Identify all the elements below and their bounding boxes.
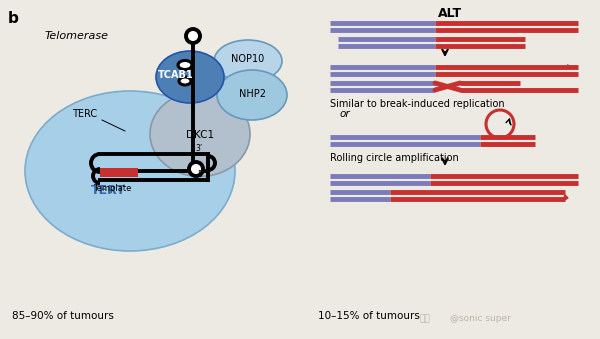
Text: TCAB1: TCAB1 [158,70,194,80]
Text: 5’: 5’ [197,170,204,179]
Text: b: b [8,11,19,26]
Text: NHP2: NHP2 [239,89,265,99]
Ellipse shape [214,40,282,82]
Bar [100,168,138,177]
Text: 知乎: 知乎 [420,314,431,323]
Text: 3’: 3’ [195,144,202,153]
Text: @sonic super: @sonic super [450,314,511,323]
Polygon shape [563,195,568,201]
Text: Rolling circle amplification: Rolling circle amplification [330,153,459,163]
Text: DKC1: DKC1 [186,130,214,140]
Circle shape [189,162,203,176]
Circle shape [186,29,200,43]
Ellipse shape [178,60,192,69]
Text: Telomerase: Telomerase [45,31,109,41]
Text: Template: Template [93,184,131,193]
Text: Similar to break-induced replication: Similar to break-induced replication [330,99,505,109]
Text: ALT: ALT [438,7,462,20]
Text: 10–15% of tumours: 10–15% of tumours [318,311,420,321]
Text: 85–90% of tumours: 85–90% of tumours [12,311,114,321]
Text: TERT: TERT [91,184,125,198]
Ellipse shape [217,70,287,120]
Ellipse shape [156,51,224,103]
Ellipse shape [25,91,235,251]
Text: TERC: TERC [72,109,97,119]
Ellipse shape [150,92,250,177]
Text: or: or [340,109,350,119]
Ellipse shape [179,77,191,85]
Text: NOP10: NOP10 [232,54,265,64]
